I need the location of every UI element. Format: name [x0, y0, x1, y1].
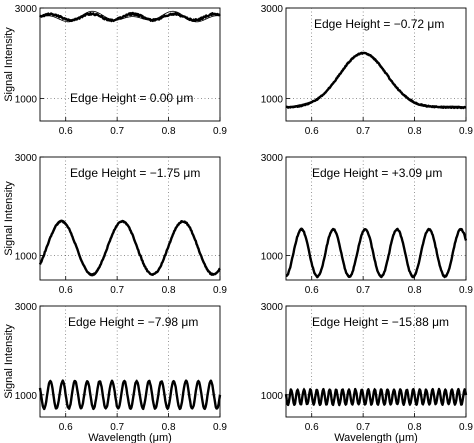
x-axis-label: Wavelength (μm): [88, 432, 172, 443]
y-axis-label: Signal Intensity: [3, 324, 15, 399]
y-tick-label: 1000: [261, 94, 284, 105]
x-tick-label: 0.6: [305, 285, 319, 296]
series-fit: [285, 387, 467, 407]
x-tick-label: 0.6: [59, 422, 73, 433]
x-tick-label: 0.7: [110, 126, 124, 137]
series-measured: [39, 11, 221, 23]
x-axis-label: Wavelength (μm): [334, 432, 418, 443]
series-fit: [285, 227, 467, 279]
series-fit: [39, 10, 221, 23]
x-tick-label: 0.7: [356, 422, 370, 433]
x-tick-label: 0.8: [408, 422, 422, 433]
x-tick-label: 0.9: [213, 422, 227, 433]
edge-height-annotation: Edge Height = −0.72 μm: [314, 17, 444, 31]
edge-height-annotation: Edge Height = −1.75 μm: [70, 166, 200, 180]
x-tick-label: 0.6: [305, 422, 319, 433]
x-tick-label: 0.8: [408, 126, 422, 137]
plot-area: [39, 156, 221, 281]
plot-area: [39, 7, 221, 122]
x-tick-label: 0.8: [162, 126, 176, 137]
y-tick-label: 3000: [261, 153, 284, 164]
y-tick-label: 3000: [261, 302, 284, 313]
y-tick-label: 3000: [15, 153, 38, 164]
series-fit: [39, 219, 221, 277]
x-tick-label: 0.7: [356, 126, 370, 137]
edge-height-annotation: Edge Height = +3.09 μm: [312, 166, 442, 180]
panel-3: 0.6 0.7 0.8 0.9 1000 3000 Edge Height = −1.75 …: [3, 153, 227, 296]
x-tick-label: 0.9: [459, 285, 473, 296]
panel-2: 0.6 0.7 0.8 0.9 1000 3000 Edge Height = −0.72 …: [261, 4, 474, 137]
edge-height-annotation: Edge Height = −15.88 μm: [312, 315, 449, 329]
plot-area: [285, 156, 467, 281]
x-tick-label: 0.6: [305, 126, 319, 137]
x-tick-label: 0.8: [162, 422, 176, 433]
y-tick-label: 1000: [15, 251, 38, 262]
y-tick-label: 3000: [15, 302, 38, 313]
panel-6: 0.6 0.7 0.8 0.9 1000 3000 Edge Height = −15.88…: [261, 302, 474, 443]
edge-height-annotation: Edge Height = −7.98 μm: [68, 315, 198, 329]
y-tick-label: 1000: [261, 251, 284, 262]
y-tick-label: 1000: [261, 391, 284, 402]
panel-5: 0.6 0.7 0.8 0.9 1000 3000 Edge Height = −7.98 …: [3, 302, 227, 443]
y-axis-label: Signal Intensity: [3, 181, 15, 256]
series-fit: [39, 379, 221, 411]
y-axis-label: Signal Intensity: [3, 27, 15, 102]
x-tick-label: 0.8: [162, 285, 176, 296]
series-fit: [285, 52, 467, 108]
x-tick-label: 0.7: [110, 422, 124, 433]
panel-4: 0.6 0.7 0.8 0.9 1000 3000 Edge Height = +3.09 …: [261, 153, 474, 296]
x-tick-label: 0.7: [110, 285, 124, 296]
x-tick-label: 0.6: [59, 285, 73, 296]
plot-area: [285, 7, 467, 122]
y-tick-label: 3000: [15, 4, 38, 15]
y-tick-label: 1000: [15, 94, 38, 105]
y-tick-label: 3000: [261, 4, 284, 15]
panel-1: 0.6 0.7 0.8 0.9 1000 3000 Edge Height = 0.00 μ…: [3, 4, 227, 137]
x-tick-label: 0.9: [459, 422, 473, 433]
x-tick-label: 0.8: [408, 285, 422, 296]
x-tick-label: 0.9: [213, 126, 227, 137]
edge-height-annotation: Edge Height = 0.00 μm: [70, 91, 193, 105]
x-tick-label: 0.9: [213, 285, 227, 296]
y-tick-label: 1000: [15, 391, 38, 402]
x-tick-label: 0.6: [59, 126, 73, 137]
x-tick-label: 0.7: [356, 285, 370, 296]
x-tick-label: 0.9: [459, 126, 473, 137]
